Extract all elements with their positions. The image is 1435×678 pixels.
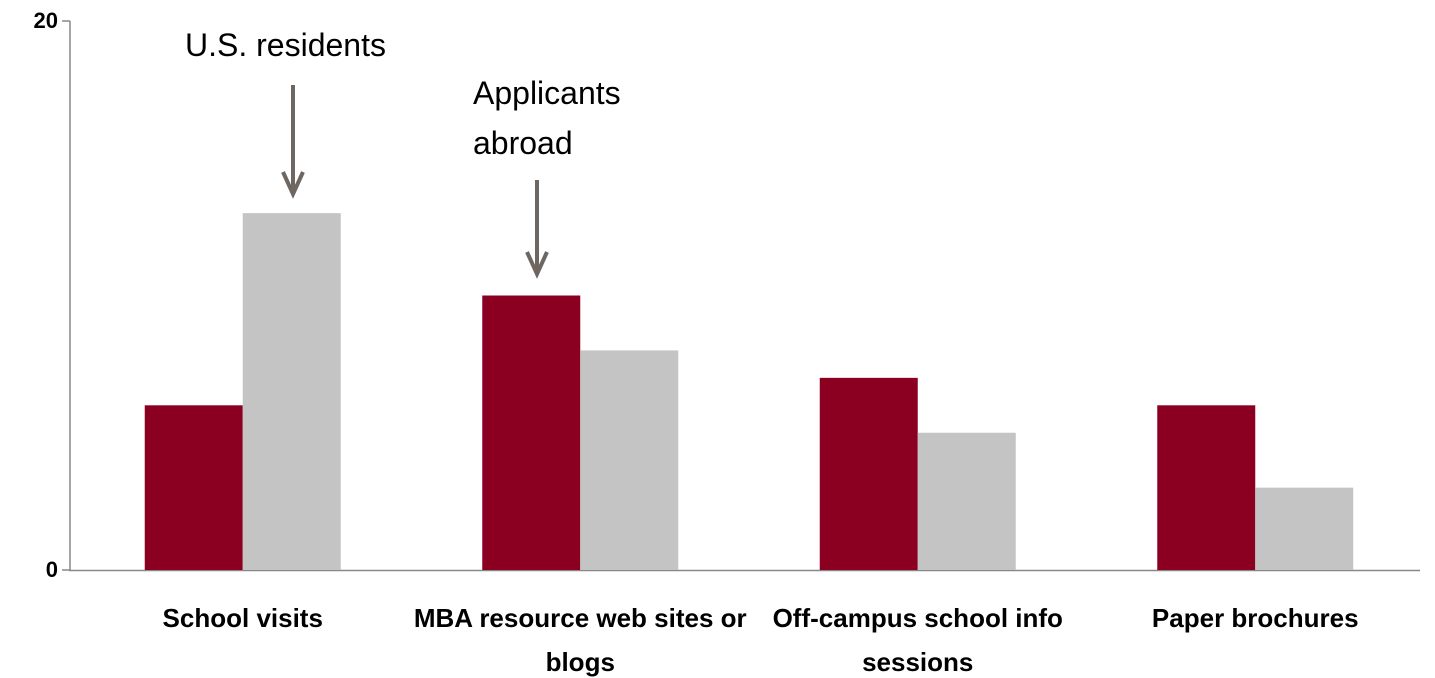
bar [144, 405, 243, 570]
bar [482, 295, 581, 570]
arrow [525, 180, 549, 279]
bar [1255, 487, 1354, 570]
arrow [281, 85, 305, 199]
bar [1157, 405, 1256, 570]
x-tick-label: MBA resource web sites or blogs [413, 603, 747, 677]
bar [242, 213, 341, 570]
annotation: U.S. residents [185, 27, 386, 63]
bar [819, 377, 918, 570]
x-tick-label: Paper brochures [1151, 603, 1359, 633]
x-tick-label: Off-campus school info sessions [772, 603, 1063, 677]
annotation: Applicants abroad [473, 75, 621, 161]
y-tick-label: 20 [33, 8, 58, 33]
y-tick-label: 0 [45, 557, 58, 582]
bar [580, 350, 679, 570]
bar [917, 432, 1016, 570]
x-tick-label: School visits [162, 603, 323, 633]
